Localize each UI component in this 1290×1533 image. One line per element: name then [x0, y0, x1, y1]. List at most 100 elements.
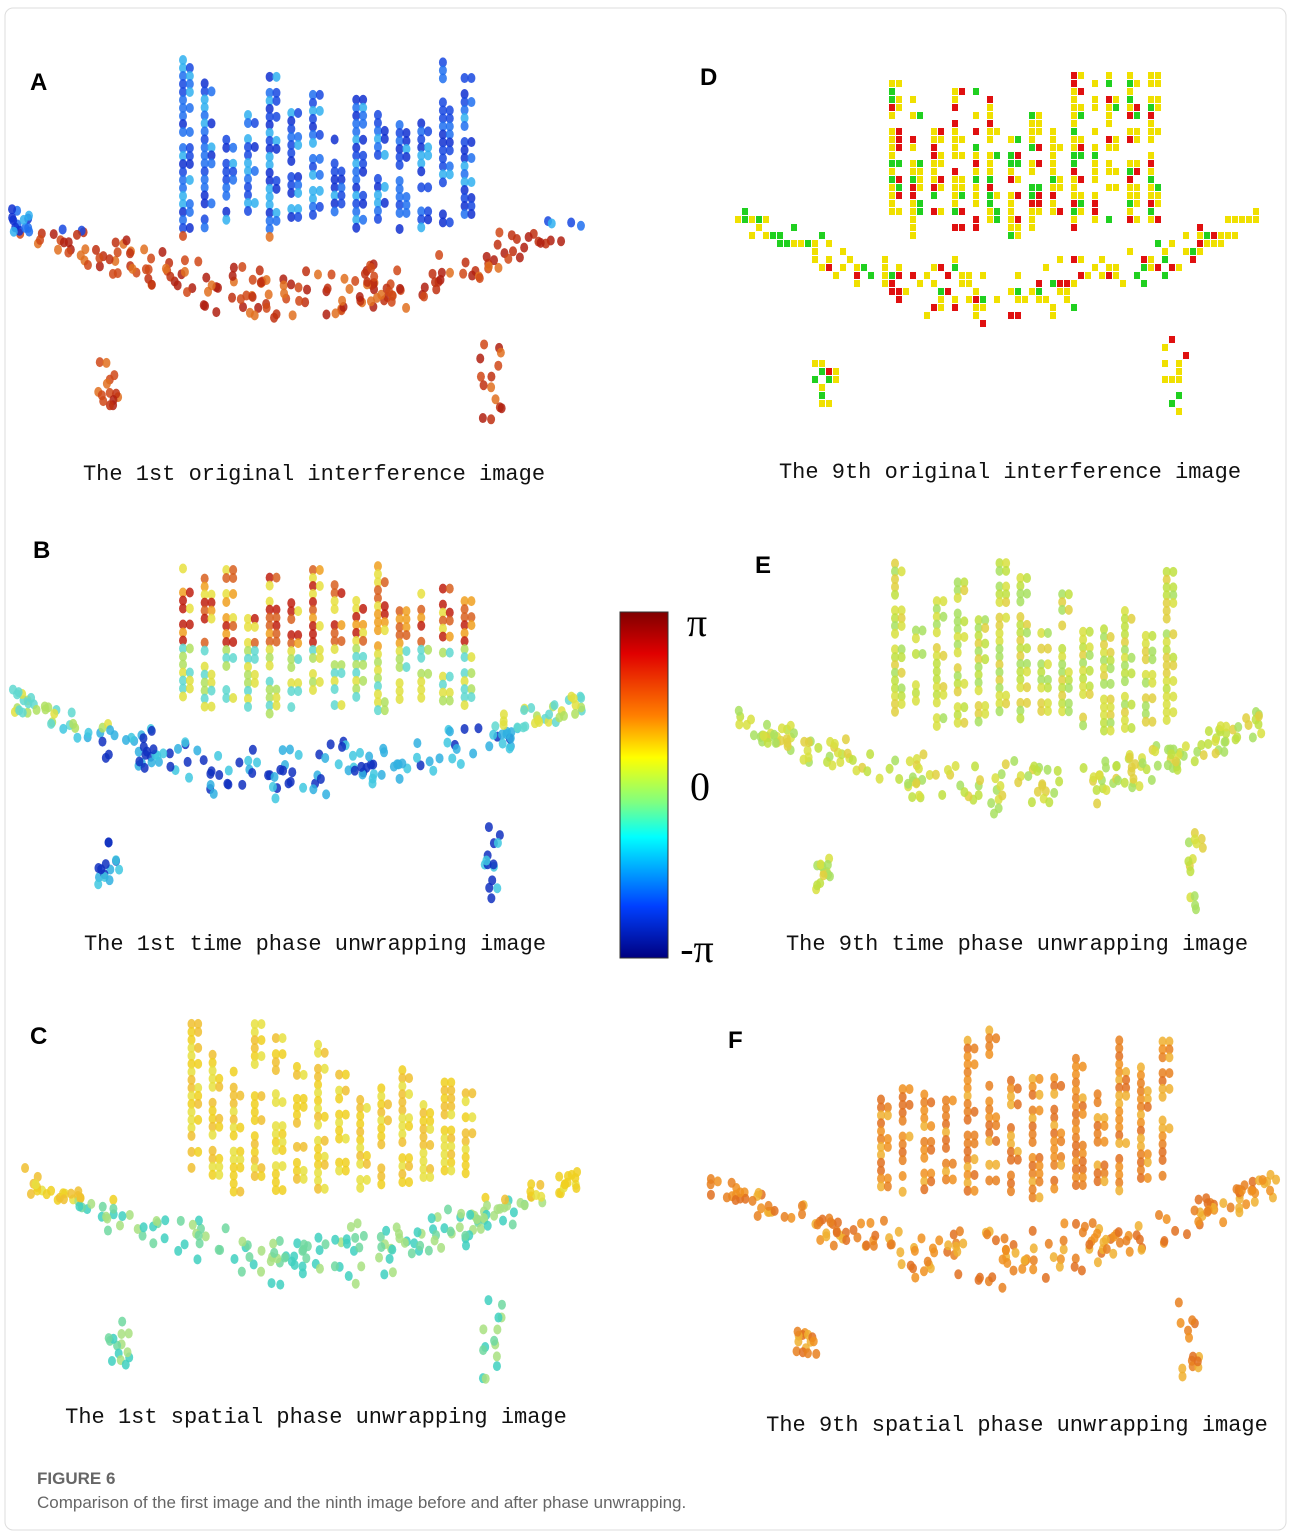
dot: [910, 208, 916, 215]
dot: [1242, 1199, 1251, 1210]
dot: [1018, 1263, 1027, 1274]
dot: [359, 190, 368, 201]
dot: [1078, 112, 1084, 119]
dot: [953, 608, 962, 619]
dot: [1071, 112, 1077, 119]
dot: [1106, 168, 1112, 175]
dot: [891, 628, 899, 639]
dot: [315, 676, 324, 687]
dot: [938, 208, 944, 215]
dot: [427, 1213, 436, 1224]
dot: [959, 208, 965, 215]
dot: [272, 636, 281, 647]
dot: [995, 651, 1004, 662]
dot: [121, 1359, 130, 1370]
dot: [438, 671, 447, 682]
dot: [953, 577, 962, 588]
dot: [1029, 224, 1035, 231]
dot: [1064, 682, 1073, 693]
dot: [388, 1244, 397, 1255]
dot: [985, 1120, 994, 1131]
dot: [1181, 741, 1190, 752]
dot: [763, 232, 769, 239]
dot: [1078, 152, 1084, 159]
dot: [1002, 698, 1011, 709]
dot: [1043, 628, 1052, 639]
dot: [438, 607, 447, 618]
dot: [1050, 1144, 1059, 1155]
dot: [931, 136, 937, 143]
dot: [520, 705, 529, 716]
dot: [373, 585, 382, 596]
dot: [455, 1222, 464, 1233]
dot: [1106, 717, 1115, 728]
dot: [1029, 160, 1035, 167]
dot: [222, 685, 231, 696]
dot: [265, 652, 274, 663]
dot: [426, 1140, 435, 1151]
dot: [1071, 1093, 1080, 1104]
dot: [945, 288, 951, 295]
dot: [1136, 1109, 1145, 1120]
dot: [973, 160, 979, 167]
dot: [278, 1121, 287, 1132]
dot: [935, 1235, 944, 1246]
dot: [1008, 152, 1014, 159]
dot: [200, 597, 209, 608]
dot: [229, 158, 238, 169]
dot: [292, 1173, 301, 1184]
dot: [1050, 152, 1056, 159]
dot: [1029, 208, 1035, 215]
dot: [1070, 1261, 1079, 1272]
dot: [272, 135, 281, 146]
dot: [1023, 658, 1031, 669]
dot: [898, 1115, 907, 1126]
dot: [762, 719, 771, 730]
dot: [438, 137, 447, 148]
dot: [1158, 1091, 1167, 1102]
dot: [438, 169, 447, 180]
dot: [475, 273, 484, 284]
dot: [257, 1051, 266, 1062]
dot: [229, 621, 238, 632]
dot: [352, 94, 361, 105]
dot: [128, 263, 137, 274]
dot: [863, 766, 872, 777]
dot: [1092, 80, 1098, 87]
dot: [445, 607, 454, 618]
dot: [308, 137, 317, 148]
dot: [973, 184, 979, 191]
dot: [265, 71, 274, 82]
dot: [882, 264, 888, 271]
dot: [438, 647, 447, 658]
dot: [1093, 1120, 1102, 1131]
dot: [897, 683, 906, 694]
dot: [896, 104, 902, 111]
dot: [897, 691, 906, 702]
dot: [910, 200, 916, 207]
dot: [1016, 643, 1025, 654]
dot: [288, 767, 297, 778]
dot: [889, 168, 895, 175]
dot: [352, 166, 361, 177]
dot: [1038, 780, 1047, 791]
figure-caption: Comparison of the first image and the ni…: [37, 1493, 686, 1512]
dot: [308, 97, 317, 108]
dot: [356, 1174, 365, 1185]
dot: [1100, 639, 1108, 650]
dot: [330, 636, 339, 647]
colorbar-label: π: [687, 600, 707, 645]
dot: [194, 1230, 203, 1241]
dot: [440, 1141, 449, 1152]
dot: [208, 1081, 217, 1092]
dot: [330, 182, 339, 193]
dot: [915, 790, 924, 801]
dot: [243, 182, 252, 193]
dot: [424, 644, 433, 655]
dot: [487, 893, 496, 904]
dot: [179, 587, 187, 598]
dot: [271, 1097, 280, 1108]
dot: [103, 1225, 112, 1236]
dot: [417, 158, 426, 169]
dot: [1158, 1154, 1167, 1165]
